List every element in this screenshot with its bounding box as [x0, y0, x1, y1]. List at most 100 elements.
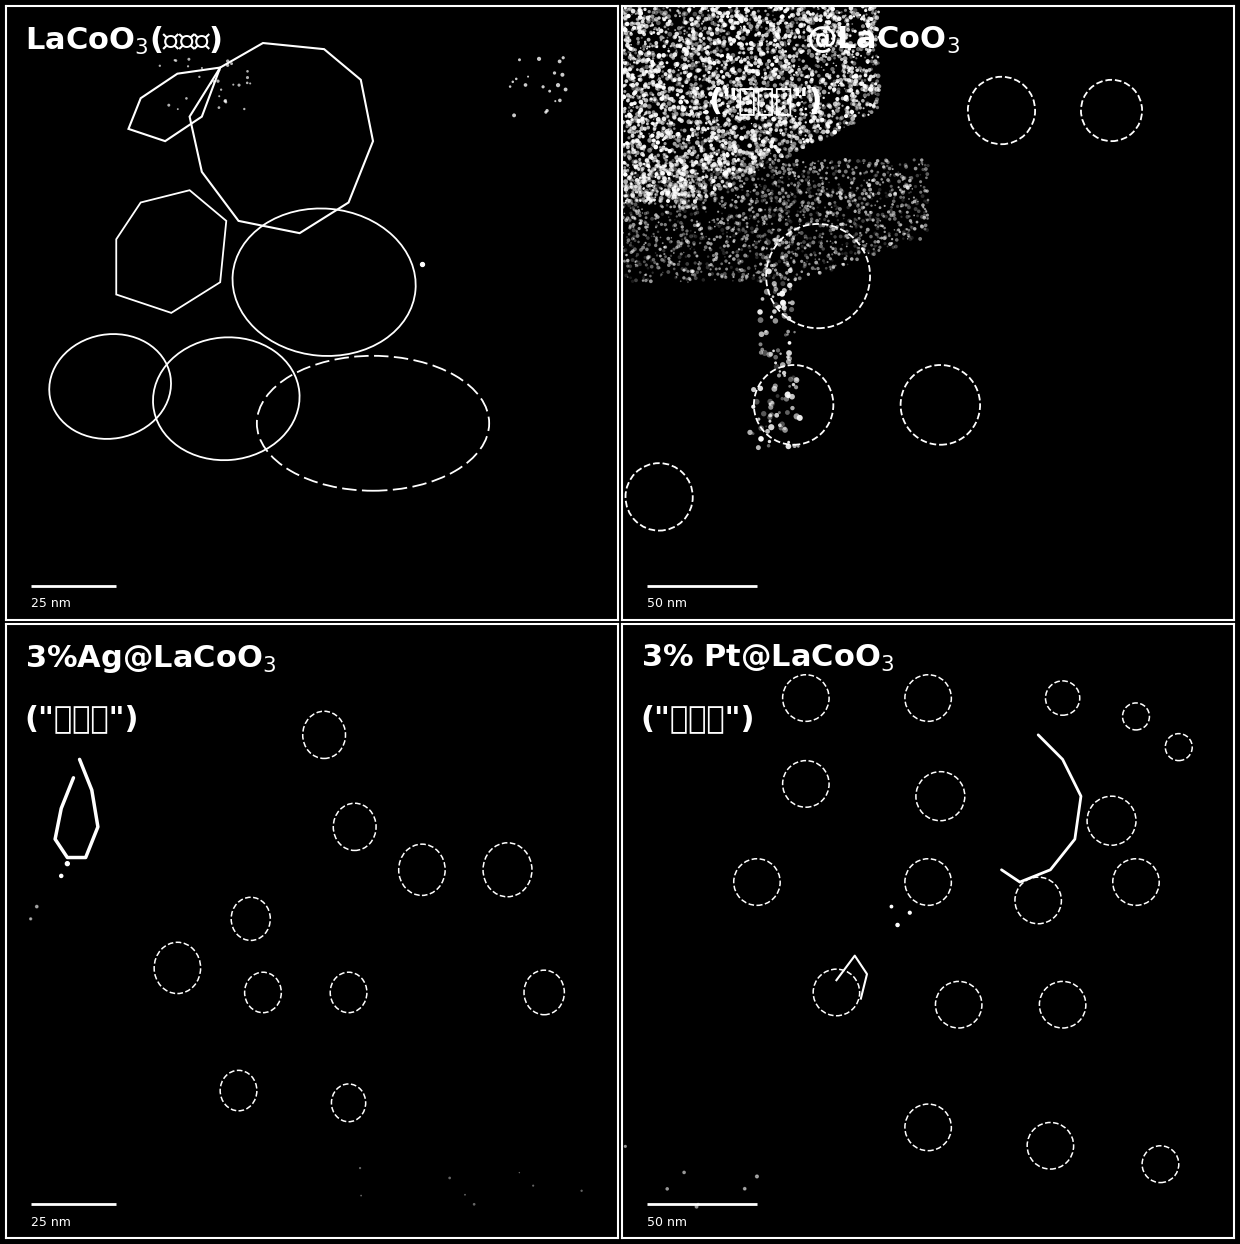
Point	[651, 190, 671, 210]
Point	[755, 85, 775, 104]
Point	[722, 168, 742, 188]
Point	[853, 0, 873, 16]
Point	[847, 224, 867, 244]
Point	[646, 184, 666, 204]
Point	[882, 205, 901, 225]
Point	[652, 57, 672, 77]
Point	[823, 81, 843, 101]
Point	[720, 163, 740, 183]
Point	[759, 112, 779, 132]
Point	[634, 183, 653, 203]
Point	[689, 107, 709, 127]
Point	[632, 162, 652, 182]
Point	[748, 205, 768, 225]
Point	[651, 158, 671, 178]
Point	[746, 1167, 766, 1187]
Point	[661, 141, 681, 160]
Point	[910, 172, 930, 192]
Point	[727, 2, 746, 22]
Point	[703, 143, 723, 163]
Point	[701, 184, 720, 204]
Point	[842, 14, 862, 34]
Point	[738, 143, 758, 163]
Point	[782, 73, 802, 93]
Point	[634, 190, 653, 210]
Point	[743, 152, 763, 172]
Point	[697, 70, 717, 90]
Point	[785, 117, 805, 137]
Point	[790, 123, 810, 143]
Point	[756, 321, 776, 341]
Point	[678, 190, 698, 210]
Point	[846, 57, 866, 77]
Point	[715, 104, 735, 124]
Point	[784, 367, 804, 387]
Point	[637, 7, 657, 27]
Point	[735, 101, 755, 121]
Point	[697, 167, 717, 187]
Point	[636, 45, 656, 65]
Point	[682, 167, 702, 187]
Point	[823, 53, 843, 73]
Point	[725, 80, 745, 100]
Point	[780, 225, 800, 245]
Point	[839, 185, 859, 205]
Point	[621, 35, 641, 55]
Point	[718, 146, 738, 165]
Point	[661, 127, 681, 147]
Point	[714, 14, 734, 34]
Point	[631, 60, 651, 80]
Point	[677, 147, 697, 167]
Point	[681, 75, 701, 95]
Point	[854, 163, 874, 183]
Point	[706, 175, 725, 195]
Point	[884, 203, 904, 223]
Point	[640, 6, 660, 26]
Point	[634, 172, 653, 192]
Point	[682, 27, 702, 47]
Point	[897, 157, 916, 177]
Point	[661, 246, 681, 266]
Point	[872, 228, 892, 248]
Point	[789, 56, 808, 76]
Point	[706, 190, 725, 210]
Text: ("一锅法"): ("一锅法")	[708, 86, 822, 114]
Point	[665, 190, 684, 210]
Point	[688, 61, 708, 81]
Point	[755, 190, 775, 210]
Point	[660, 121, 680, 141]
Point	[646, 60, 666, 80]
Point	[799, 131, 818, 151]
Point	[785, 266, 805, 286]
Point	[732, 49, 751, 68]
Point	[744, 165, 764, 185]
Point	[658, 249, 678, 269]
Point	[735, 1179, 755, 1199]
Point	[770, 265, 790, 285]
Point	[719, 154, 739, 174]
Point	[712, 215, 732, 235]
Point	[646, 209, 666, 229]
Point	[708, 15, 728, 35]
Point	[719, 92, 739, 112]
Point	[781, 131, 801, 151]
Point	[733, 210, 753, 230]
Point	[703, 251, 723, 271]
Point	[699, 51, 719, 71]
Point	[768, 25, 787, 45]
Point	[723, 159, 743, 179]
Point	[766, 60, 786, 80]
Point	[727, 107, 746, 127]
Point	[791, 108, 811, 128]
Point	[689, 169, 709, 189]
Point	[682, 103, 702, 123]
Point	[618, 86, 637, 106]
Point	[836, 113, 856, 133]
Point	[794, 4, 813, 24]
Point	[846, 95, 866, 114]
Point	[729, 87, 749, 107]
Point	[657, 182, 677, 202]
Point	[756, 259, 776, 279]
Point	[619, 178, 639, 198]
Point	[779, 53, 799, 73]
